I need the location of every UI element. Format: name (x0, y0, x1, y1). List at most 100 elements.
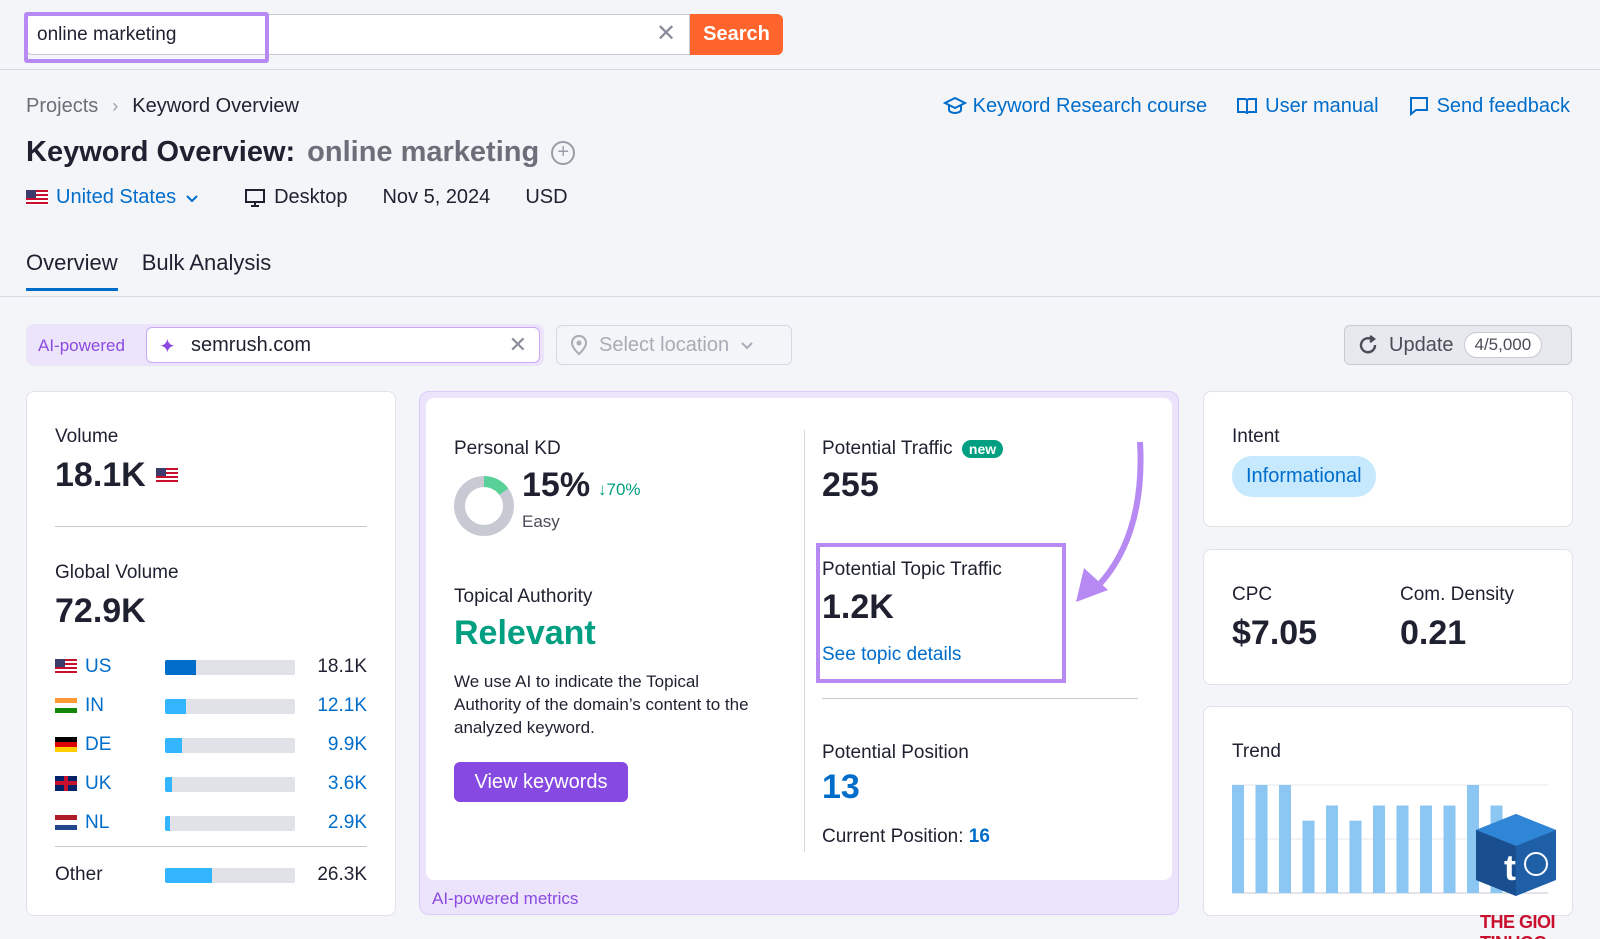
country-share-bar (165, 699, 295, 714)
trend-bar (1443, 805, 1456, 893)
manual-link-label: User manual (1265, 94, 1379, 117)
cpc-density-card: CPC $7.05 Com. Density 0.21 (1203, 549, 1573, 685)
country-row-nl: NL 2.9K (55, 810, 367, 834)
new-badge: new (961, 439, 1004, 458)
com-density-label: Com. Density (1400, 584, 1515, 605)
country-value[interactable]: 3.6K (327, 773, 367, 794)
ai-domain-bar: AI-powered ✦ ✕ (26, 324, 544, 366)
currency-label: USD (525, 186, 568, 208)
view-keywords-button[interactable]: View keywords (454, 762, 628, 802)
location-select[interactable]: Select location (556, 325, 792, 365)
volume-divider (55, 526, 367, 527)
country-share-fill (165, 660, 197, 675)
country-value[interactable]: 12.1K (317, 695, 367, 716)
search-input[interactable] (37, 15, 637, 54)
see-topic-details-link[interactable]: See topic details (822, 644, 962, 665)
country-share-bar (165, 660, 295, 675)
trend-bar (1326, 805, 1338, 893)
clear-domain-icon[interactable]: ✕ (508, 332, 527, 357)
device-label: Desktop (274, 186, 348, 208)
country-row-other: Other 26.3K (55, 862, 367, 886)
device-indicator: Desktop (244, 186, 347, 209)
tab-overview[interactable]: Overview (26, 250, 118, 291)
tab-divider (0, 296, 1600, 297)
breadcrumb: Projects › Keyword Overview (26, 95, 299, 118)
course-link-label: Keyword Research course (972, 94, 1208, 117)
chevron-down-icon (741, 342, 753, 350)
country-share-bar (165, 777, 295, 792)
current-position-row: Current Position: 16 (822, 826, 990, 848)
topical-authority-value: Relevant (454, 614, 596, 652)
intent-label: Intent (1232, 426, 1280, 447)
country-share-fill (165, 777, 172, 792)
potential-traffic-value: 255 (822, 466, 879, 504)
chevron-down-icon (186, 194, 198, 202)
location-pin-icon (570, 334, 588, 356)
breadcrumb-current: Keyword Overview (132, 95, 299, 117)
country-code[interactable]: DE (85, 734, 112, 755)
topical-authority-label: Topical Authority (454, 586, 593, 607)
country-share-fill (165, 868, 212, 883)
intent-card: Intent Informational (1203, 391, 1573, 527)
page-title-keyword: online marketing (307, 136, 540, 168)
position-divider (822, 698, 1138, 699)
domain-input-wrap: ✦ ✕ (146, 327, 540, 363)
date-label: Nov 5, 2024 (382, 186, 491, 208)
uk-flag-icon (55, 776, 77, 791)
search-button[interactable]: Search (690, 14, 783, 55)
country-code[interactable]: NL (85, 812, 110, 833)
search-box (26, 14, 690, 55)
watermark-logo: t (1476, 814, 1556, 896)
country-share-bar (165, 816, 295, 831)
breadcrumb-projects[interactable]: Projects (26, 95, 99, 117)
user-manual-link[interactable]: User manual (1235, 94, 1379, 118)
country-code[interactable]: IN (85, 695, 104, 716)
country-code[interactable]: US (85, 656, 112, 677)
help-links: Keyword Research course User manual Send… (942, 94, 1570, 118)
trend-bar (1279, 785, 1291, 893)
desktop-icon (245, 188, 266, 207)
kd-value: 15% (522, 466, 591, 504)
send-feedback-link[interactable]: Send feedback (1407, 94, 1570, 118)
kd-donut-chart (454, 476, 514, 536)
trend-bar (1255, 785, 1268, 893)
trend-bar (1420, 805, 1432, 893)
country-value[interactable]: 2.9K (327, 812, 367, 833)
tab-bulk-analysis[interactable]: Bulk Analysis (141, 250, 272, 275)
graduation-cap-icon (942, 96, 967, 115)
kd-change: ↓70% (598, 480, 641, 499)
country-label: United States (56, 186, 177, 208)
country-share-fill (165, 738, 182, 753)
country-value[interactable]: 9.9K (327, 734, 367, 755)
watermark-text: THE GIOI TINHOC (1480, 912, 1556, 939)
volume-card: Volume 18.1K Global Volume 72.9K US 18.1… (26, 391, 396, 916)
potential-traffic-label-row: Potential Traffic new (822, 438, 1004, 460)
add-to-list-icon[interactable]: + (551, 140, 576, 165)
country-code[interactable]: UK (85, 773, 112, 794)
country-selector[interactable]: United States (26, 186, 200, 209)
us-flag-icon (55, 659, 77, 674)
cpc-value: $7.05 (1232, 614, 1318, 652)
keyword-research-course-link[interactable]: Keyword Research course (942, 94, 1208, 118)
volume-label: Volume (55, 426, 119, 447)
refresh-icon (1359, 335, 1377, 354)
update-label: Update (1389, 333, 1454, 356)
ai-metrics-card: Personal KD 15% ↓70% Easy Topical Author… (426, 398, 1172, 880)
update-count-badge: 4/5,000 (1463, 332, 1543, 358)
topical-authority-description: We use AI to indicate the Topical Author… (454, 672, 749, 737)
trend-label: Trend (1232, 741, 1281, 762)
current-position-value[interactable]: 16 (968, 826, 990, 847)
book-icon (1237, 98, 1258, 115)
domain-input[interactable] (191, 328, 491, 362)
ai-powered-label: AI-powered (38, 336, 125, 355)
tab-bar: Overview Bulk Analysis (26, 250, 271, 291)
sparkle-icon: ✦ (159, 336, 176, 358)
clear-search-icon[interactable]: ✕ (656, 20, 677, 47)
update-button[interactable]: Update 4/5,000 (1344, 325, 1572, 365)
meta-row: United States Desktop Nov 5, 2024 USD (26, 186, 568, 209)
annotation-arrow-icon (1076, 441, 1144, 602)
top-search-bar: ✕ Search (0, 0, 1600, 70)
volume-value: 18.1K (55, 456, 146, 494)
location-placeholder: Select location (599, 333, 730, 356)
current-position-label: Current Position: (822, 826, 964, 847)
